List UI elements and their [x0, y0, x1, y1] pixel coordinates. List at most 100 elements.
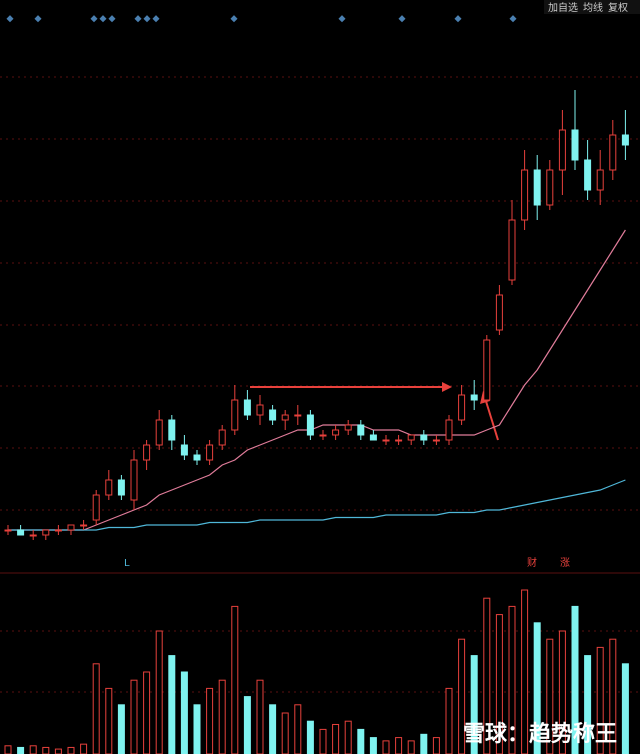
candle-body [584, 159, 592, 191]
volume-bar [483, 597, 491, 754]
label: L [124, 558, 130, 569]
candle-body [206, 444, 214, 461]
candle-body [231, 399, 239, 431]
volume-bar [306, 720, 314, 754]
volume-bar [319, 728, 327, 754]
candle-body [332, 429, 340, 436]
candle-body [533, 169, 541, 206]
candle-body [395, 439, 403, 442]
candle-body [117, 479, 125, 496]
toolbar-button[interactable]: 均线 [583, 1, 603, 14]
candle-body [483, 339, 491, 401]
candle-body [495, 294, 503, 331]
volume-bar [155, 630, 163, 754]
toolbar-button[interactable]: 复权 [608, 1, 628, 14]
volume-bar [508, 605, 516, 754]
volume-bar [281, 712, 289, 754]
volume-bar [432, 737, 440, 754]
candle-body [344, 424, 352, 431]
candle-body [281, 414, 289, 421]
candle-body [596, 169, 604, 191]
candle-body [17, 529, 25, 536]
candle-body [105, 479, 113, 496]
volume-bar [29, 745, 37, 754]
volume-bar [269, 704, 277, 754]
volume-bar [243, 696, 251, 754]
volume-bar [193, 704, 201, 754]
candle-body [432, 439, 440, 442]
candle-body [458, 394, 466, 421]
candle-body [521, 169, 529, 221]
volume-bar [621, 663, 629, 754]
label: 财 [527, 556, 537, 569]
volume-bar [294, 704, 302, 754]
ma-line [8, 229, 626, 531]
candle-body [269, 409, 277, 421]
volume-bar [67, 746, 75, 754]
volume-bar [206, 687, 214, 754]
volume-bar [609, 638, 617, 754]
candle-body [382, 439, 390, 442]
volume-bar [546, 638, 554, 754]
candle-body [193, 454, 201, 461]
toolbar [544, 0, 640, 14]
candle-body [508, 219, 516, 281]
label: 涨 [560, 557, 570, 569]
volume-bar [256, 679, 264, 754]
candle-body [67, 524, 75, 531]
volume-bar [596, 646, 604, 754]
candle-body [92, 494, 100, 521]
candle-body [218, 429, 226, 446]
volume-bar [4, 745, 12, 754]
volume-bar [344, 720, 352, 754]
volume-bar [42, 746, 50, 754]
volume-bar [168, 655, 176, 754]
candle-body [155, 419, 163, 446]
ma-line [8, 479, 626, 531]
candle-body [357, 424, 365, 436]
candle-body [256, 404, 264, 416]
candle-body [546, 169, 554, 206]
markers [6, 15, 517, 23]
volume-bar [130, 679, 138, 754]
candle-body [130, 459, 138, 501]
candle-body [445, 419, 453, 441]
volume-bar [218, 679, 226, 754]
volume-bar [143, 671, 151, 754]
grid [0, 76, 640, 693]
candle-body [609, 134, 617, 171]
candle-body [4, 529, 12, 532]
volume-bar [407, 740, 415, 754]
candle-body [54, 529, 62, 532]
volume-bar [458, 638, 466, 754]
candle-body [571, 129, 579, 161]
volume-bar [105, 687, 113, 754]
candle-body [621, 134, 629, 146]
volume-bar [571, 605, 579, 754]
volume-bar [231, 605, 239, 754]
volume-bar [558, 630, 566, 754]
candle-body [319, 434, 327, 437]
candle-body [558, 129, 566, 171]
candle-body [143, 444, 151, 461]
volume-bar [117, 704, 125, 754]
volume-bar [369, 737, 377, 754]
candle-body [42, 529, 50, 536]
volume-bar [382, 740, 390, 754]
candle-body [168, 419, 176, 441]
volume-bar [445, 687, 453, 754]
candle-body [243, 399, 251, 416]
volume-bar [521, 589, 529, 754]
watermark: 雪球：趋势称王 [463, 721, 617, 747]
candle-body [470, 394, 478, 401]
volume-bar [17, 746, 25, 754]
candle-body [306, 414, 314, 436]
volume-bar [420, 733, 428, 754]
volume-bar [92, 663, 100, 754]
candle-body [29, 534, 37, 537]
candle-body [407, 434, 415, 441]
candle-body [369, 434, 377, 441]
toolbar-button[interactable]: 加自选 [548, 1, 578, 14]
